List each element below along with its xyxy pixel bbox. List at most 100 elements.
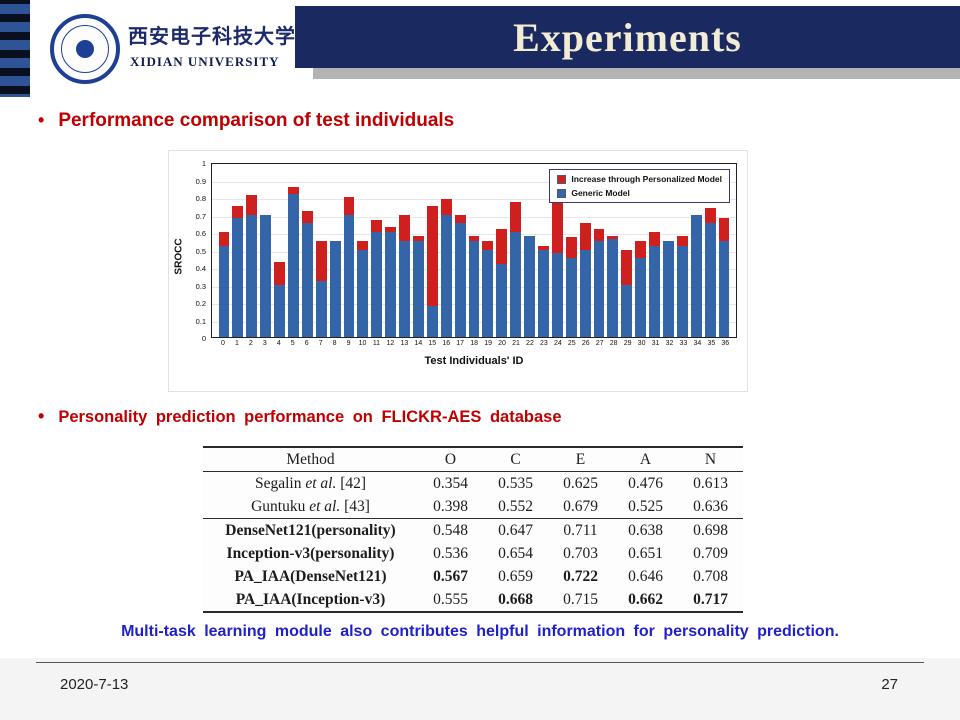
x-tick-label: 27	[595, 340, 604, 347]
value-cell: 0.659	[498, 567, 533, 585]
bullet-personality-label: Personality prediction performance on FL…	[58, 408, 562, 426]
bar-segment-increase	[371, 219, 383, 232]
bar-segment-increase	[565, 237, 577, 259]
bullet-performance-label: Performance comparison of test individua…	[58, 110, 455, 131]
bar-33	[676, 235, 688, 337]
y-tick-label: 1	[201, 159, 206, 168]
bar-segment-increase	[246, 195, 258, 215]
value-cell: 0.536	[433, 544, 468, 562]
bar-segment-generic	[468, 240, 480, 337]
value-cell: 0.555	[433, 590, 468, 608]
bar-28	[607, 235, 619, 337]
banner-shadow	[313, 68, 960, 79]
x-tick-label: 23	[540, 340, 548, 347]
slide-date: 2020-7-13	[60, 676, 129, 693]
table-header-cell: A	[639, 450, 652, 468]
x-tick-label: 11	[372, 340, 381, 347]
value-cell: 0.654	[498, 544, 533, 562]
bar-27	[593, 228, 605, 337]
emblem-core	[76, 40, 94, 58]
bar-segment-increase	[440, 198, 452, 215]
bar-segment-generic	[426, 305, 438, 337]
value-cell: 0.711	[563, 521, 598, 539]
chart-legend: Increase through Personalized Model Gener…	[549, 169, 730, 203]
bar-segment-increase	[468, 235, 480, 241]
chart-y-ticks: 1 0.9 0.8 0.7 0.6 0.5 0.4 0.3 0.2 0.1 0	[183, 159, 209, 343]
x-tick-label: 36	[721, 340, 730, 347]
value-cell: 0.638	[628, 521, 663, 539]
srocc-bar-chart: SROCC 1 0.9 0.8 0.7 0.6 0.5 0.4 0.3 0.2 0.1 0 Incr…	[168, 150, 748, 392]
x-tick-label: 25	[567, 340, 576, 347]
value-cell: 0.552	[498, 497, 533, 515]
x-tick-label: 3	[262, 340, 267, 347]
value-cell: 0.625	[563, 474, 598, 492]
x-tick-label: 17	[456, 340, 465, 347]
gridline	[212, 216, 736, 218]
bar-15	[426, 205, 438, 337]
x-tick-label: 28	[609, 340, 618, 347]
bar-16	[440, 198, 452, 337]
bar-segment-increase	[454, 214, 466, 224]
x-tick-label: 1	[234, 340, 239, 347]
bar-36	[718, 218, 730, 337]
bar-segment-generic	[232, 218, 244, 337]
x-tick-label: 19	[484, 340, 492, 347]
y-tick-label: 0.1	[195, 316, 206, 326]
bar-segment-increase	[510, 202, 522, 232]
slide-title-banner: Experiments	[295, 6, 960, 68]
value-cell: 0.708	[693, 567, 728, 585]
bar-segment-generic	[537, 249, 549, 337]
bar-segment-increase	[537, 246, 549, 250]
value-cell: 0.548	[433, 521, 468, 539]
bar-18	[468, 235, 480, 337]
bar-segment-generic	[357, 249, 369, 337]
value-cell: 0.722	[563, 567, 598, 585]
legend-label: Generic Model	[571, 188, 630, 198]
bar-segment-generic	[607, 239, 619, 337]
university-english-name: XIDIAN UNIVERSITY	[130, 54, 280, 69]
bar-30	[635, 240, 647, 337]
bullet-marker-icon: •	[38, 406, 45, 426]
x-tick-label: 0	[221, 340, 225, 347]
method-cell: DenseNet121(personality)	[225, 521, 396, 539]
x-tick-label: 34	[693, 340, 702, 347]
y-tick-label: 0	[201, 334, 206, 343]
y-tick-label: 0.6	[195, 229, 206, 238]
chart-x-ticks: 0 1 2 3 4 5 6 7 8 9 10 11 12 13 14 15 16 17 18 19 20 21 22 23 24…	[211, 340, 737, 347]
x-tick-label: 31	[651, 340, 660, 347]
value-cell: 0.698	[693, 521, 728, 539]
value-cell: 0.715	[563, 590, 598, 608]
x-tick-label: 33	[679, 340, 688, 347]
value-cell: 0.476	[628, 474, 663, 492]
bar-segment-increase	[607, 235, 619, 239]
bar-segment-generic	[593, 240, 605, 337]
bar-segment-increase	[676, 235, 688, 246]
x-tick-label: 5	[290, 340, 295, 347]
bar-segment-generic	[454, 223, 466, 337]
value-cell: 0.703	[563, 544, 598, 562]
bar-17	[454, 214, 466, 337]
value-cell: 0.567	[433, 567, 468, 585]
value-cell: 0.709	[693, 544, 728, 562]
emblem-inner-ring	[61, 25, 109, 73]
bar-2	[246, 195, 258, 337]
bar-segment-increase	[385, 226, 397, 232]
value-cell: 0.636	[693, 497, 728, 515]
chart-inner: SROCC 1 0.9 0.8 0.7 0.6 0.5 0.4 0.3 0.2 0.1 0 Incr…	[174, 159, 741, 389]
bar-segment-increase	[426, 205, 438, 306]
university-emblem-icon	[50, 14, 120, 84]
x-tick-label: 24	[553, 340, 562, 347]
bar-segment-increase	[412, 235, 424, 241]
bar-35	[704, 207, 716, 337]
bar-segment-increase	[399, 214, 410, 241]
method-cell: Inception-v3(personality)	[226, 544, 395, 562]
table-header-cell: Method	[286, 450, 335, 468]
bullet-marker-icon: •	[38, 110, 45, 130]
bar-segment-increase	[621, 249, 633, 285]
chart-bars	[212, 164, 736, 337]
bar-segment-generic	[496, 263, 508, 337]
results-table-body: Segalin et al. [42] 0.354 0.535 0.625 0.476 0…	[203, 472, 743, 613]
results-table-head-row: Method O C E A N	[203, 447, 743, 472]
note-text: Multi-task learning module also contribu…	[121, 623, 839, 640]
value-cell: 0.647	[498, 521, 533, 539]
